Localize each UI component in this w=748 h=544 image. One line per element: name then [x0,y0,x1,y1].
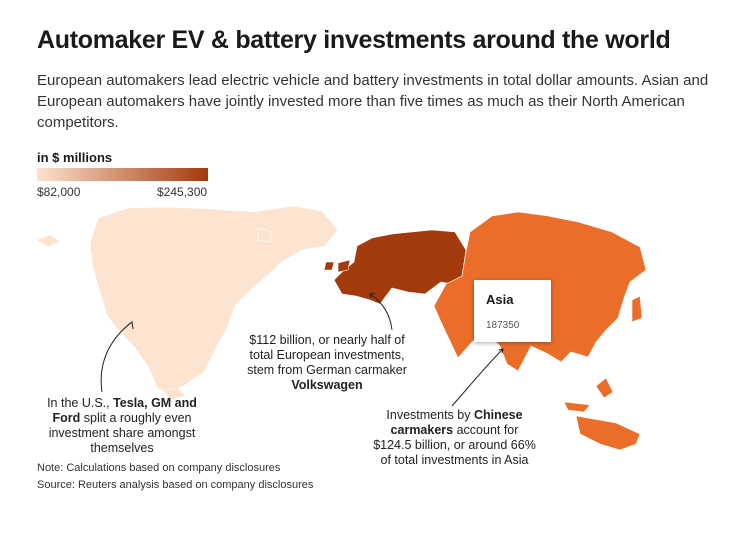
footnote-source: Source: Reuters analysis based on compan… [37,479,314,491]
annotation-us: In the U.S., Tesla, GM and Ford split a … [36,396,208,456]
annotation-china-post: account for $124.5 billion, or around 66… [373,423,536,467]
chart-title: Automaker EV & battery investments aroun… [37,26,671,54]
china-annotation-arrow [451,348,504,407]
region-north-america[interactable] [35,205,339,401]
annotation-china-bold: Chinese carmakers [390,408,523,437]
annotation-vw-bold: Volkswagen [291,378,363,392]
tooltip-value: 187350 [486,320,520,331]
legend-max-label: $245,300 [157,185,208,199]
us-arrowhead [126,321,134,330]
annotation-china-pre: Investments by [386,408,474,422]
us-annotation-arrow [100,321,133,393]
region-europe[interactable] [323,229,467,305]
chart-subtitle: European automakers lead electric vehicl… [37,72,709,131]
annotation-volkswagen: $112 billion, or nearly half of total Eu… [243,333,411,393]
annotation-us-post: split a roughly even investment share am… [48,411,196,455]
asia-tooltip: Asia 187350 [474,280,551,342]
footnote-note: Note: Calculations based on company disc… [37,462,281,474]
annotation-us-pre: In the U.S., [47,396,114,410]
legend-gradient-bar [37,168,208,181]
legend-min-label: $82,000 [37,185,81,199]
tooltip-region-name: Asia [486,292,514,307]
annotation-us-bold: Tesla, GM and Ford [52,396,197,425]
legend-title: in $ millions [37,150,113,165]
vw-annotation-arrow [369,293,393,331]
annotation-china: Investments by Chinese carmakers account… [372,408,537,468]
annotation-vw-pre: $112 billion, or nearly half of total Eu… [247,333,407,377]
vw-arrowhead [369,292,376,299]
china-arrowhead [498,348,504,354]
